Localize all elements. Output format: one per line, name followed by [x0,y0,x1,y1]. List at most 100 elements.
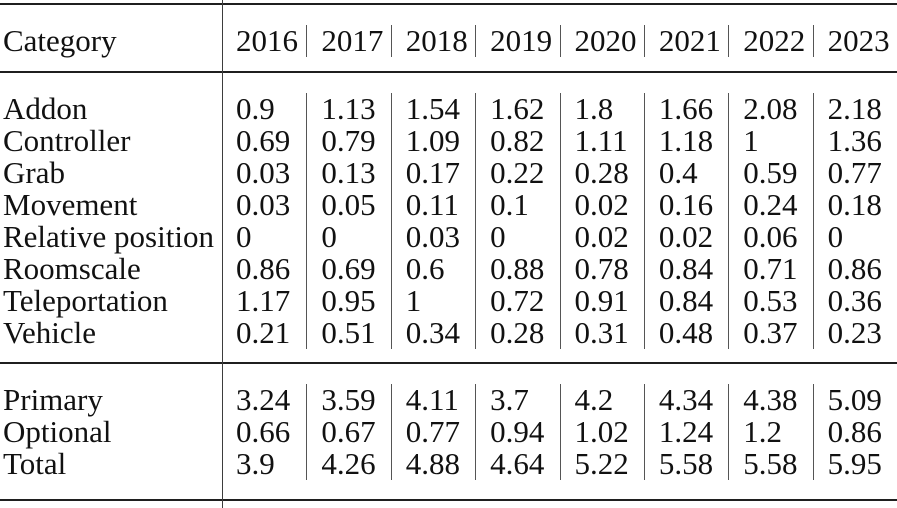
value-cell: 0.84 [643,253,728,285]
category-column-divider-line [222,0,223,508]
value-cell: 0.37 [728,317,812,349]
value-cell: 0.86 [812,253,897,285]
year-header-cell: 2019 [475,25,559,57]
value-cell: 0.79 [306,125,390,157]
value-cell: 0.06 [728,221,812,253]
row-label: Relative position [3,219,214,254]
value-cell: 1.2 [728,416,812,448]
row-label: Grab [3,155,65,190]
value-cell: 0.03 [236,187,291,222]
value-cell: 0.11 [390,189,475,221]
value-cell: 0.51 [306,317,390,349]
header-bottom-rule [0,71,897,73]
value-cell: 5.58 [728,448,812,480]
table-row: Primary 3.24 3.59 4.11 3.7 4.2 4.34 4.38… [0,384,897,416]
value-cell: 0.1 [475,189,559,221]
value-cell: 0.77 [390,416,475,448]
table-header-row: Category 2016 2017 2018 2019 2020 2021 2… [0,25,897,57]
table-bottom-rule [0,499,897,501]
value-cell: 0.02 [559,189,644,221]
value-cell: 0.28 [559,157,644,189]
value-cell: 0 [475,221,559,253]
row-label: Roomscale [3,251,141,286]
value-cell: 4.2 [559,384,644,416]
value-cell: 1.02 [559,416,644,448]
value-cell: 4.34 [643,384,728,416]
value-cell: 0.6 [390,253,475,285]
value-cell: 0.82 [475,125,559,157]
value-cell: 4.11 [390,384,475,416]
value-cell: 0.86 [812,416,897,448]
table-row: Grab 0.03 0.13 0.17 0.22 0.28 0.4 0.59 0… [0,157,897,189]
value-cell: 1.24 [643,416,728,448]
value-cell: 0.77 [812,157,897,189]
value-cell: 0.69 [236,123,291,158]
value-cell: 5.22 [559,448,644,480]
value-cell: 0 [812,221,897,253]
value-cell: 1.11 [559,125,644,157]
table-row: Addon 0.9 1.13 1.54 1.62 1.8 1.66 2.08 2… [0,93,897,125]
value-cell: 4.64 [475,448,559,480]
row-label: Optional [3,414,112,449]
value-cell: 0.66 [236,414,291,449]
value-cell: 0.9 [236,91,275,126]
year-header-cell: 2016 [236,23,298,58]
value-cell: 0.84 [643,285,728,317]
value-cell: 4.38 [728,384,812,416]
row-label: Addon [3,91,88,126]
value-cell: 0.17 [390,157,475,189]
value-cell: 0.4 [643,157,728,189]
value-cell: 0.21 [236,315,291,350]
value-cell: 0.34 [390,317,475,349]
value-cell: 0.72 [475,285,559,317]
value-cell: 0.48 [643,317,728,349]
value-cell: 1.13 [306,93,390,125]
value-cell: 1.54 [390,93,475,125]
value-cell: 4.26 [306,448,390,480]
value-cell: 3.9 [236,446,275,481]
value-cell: 1.17 [236,283,291,318]
value-cell: 0.02 [643,221,728,253]
value-cell: 1.18 [643,125,728,157]
value-cell: 1.8 [559,93,644,125]
value-cell: 1.62 [475,93,559,125]
table-header: Category 2016 2017 2018 2019 2020 2021 2… [0,5,897,71]
value-cell: 0.86 [236,251,291,286]
value-cell: 0.95 [306,285,390,317]
value-cell: 0.28 [475,317,559,349]
row-label: Vehicle [3,315,96,350]
value-cell: 0.59 [728,157,812,189]
value-cell: 1.66 [643,93,728,125]
table-row: Vehicle 0.21 0.51 0.34 0.28 0.31 0.48 0.… [0,317,897,349]
value-cell: 0.67 [306,416,390,448]
table-summary: Primary 3.24 3.59 4.11 3.7 4.2 4.34 4.38… [0,364,897,499]
value-cell: 0.18 [812,189,897,221]
value-cell: 0.23 [812,317,897,349]
value-cell: 0.71 [728,253,812,285]
table-row: Optional 0.66 0.67 0.77 0.94 1.02 1.24 1… [0,416,897,448]
year-header-cell: 2021 [643,25,728,57]
value-cell: 0 [236,219,252,254]
value-cell: 0.02 [559,221,644,253]
year-header-cell: 2022 [728,25,812,57]
year-header-cell: 2023 [812,25,897,57]
value-cell: 1.36 [812,125,897,157]
value-cell: 0.69 [306,253,390,285]
category-header-cell: Category [3,23,117,58]
value-cell: 0.05 [306,189,390,221]
value-cell: 1 [390,285,475,317]
value-cell: 0.78 [559,253,644,285]
value-cell: 0.88 [475,253,559,285]
value-cell: 5.58 [643,448,728,480]
value-cell: 0.94 [475,416,559,448]
table-body: Addon 0.9 1.13 1.54 1.62 1.8 1.66 2.08 2… [0,73,897,362]
year-header-cell: 2020 [559,25,644,57]
row-label: Primary [3,382,103,417]
value-cell: 0.36 [812,285,897,317]
table-row: Roomscale 0.86 0.69 0.6 0.88 0.78 0.84 0… [0,253,897,285]
row-label: Total [3,446,67,481]
value-cell: 4.88 [390,448,475,480]
value-cell: 5.95 [812,448,897,480]
value-cell: 0.13 [306,157,390,189]
